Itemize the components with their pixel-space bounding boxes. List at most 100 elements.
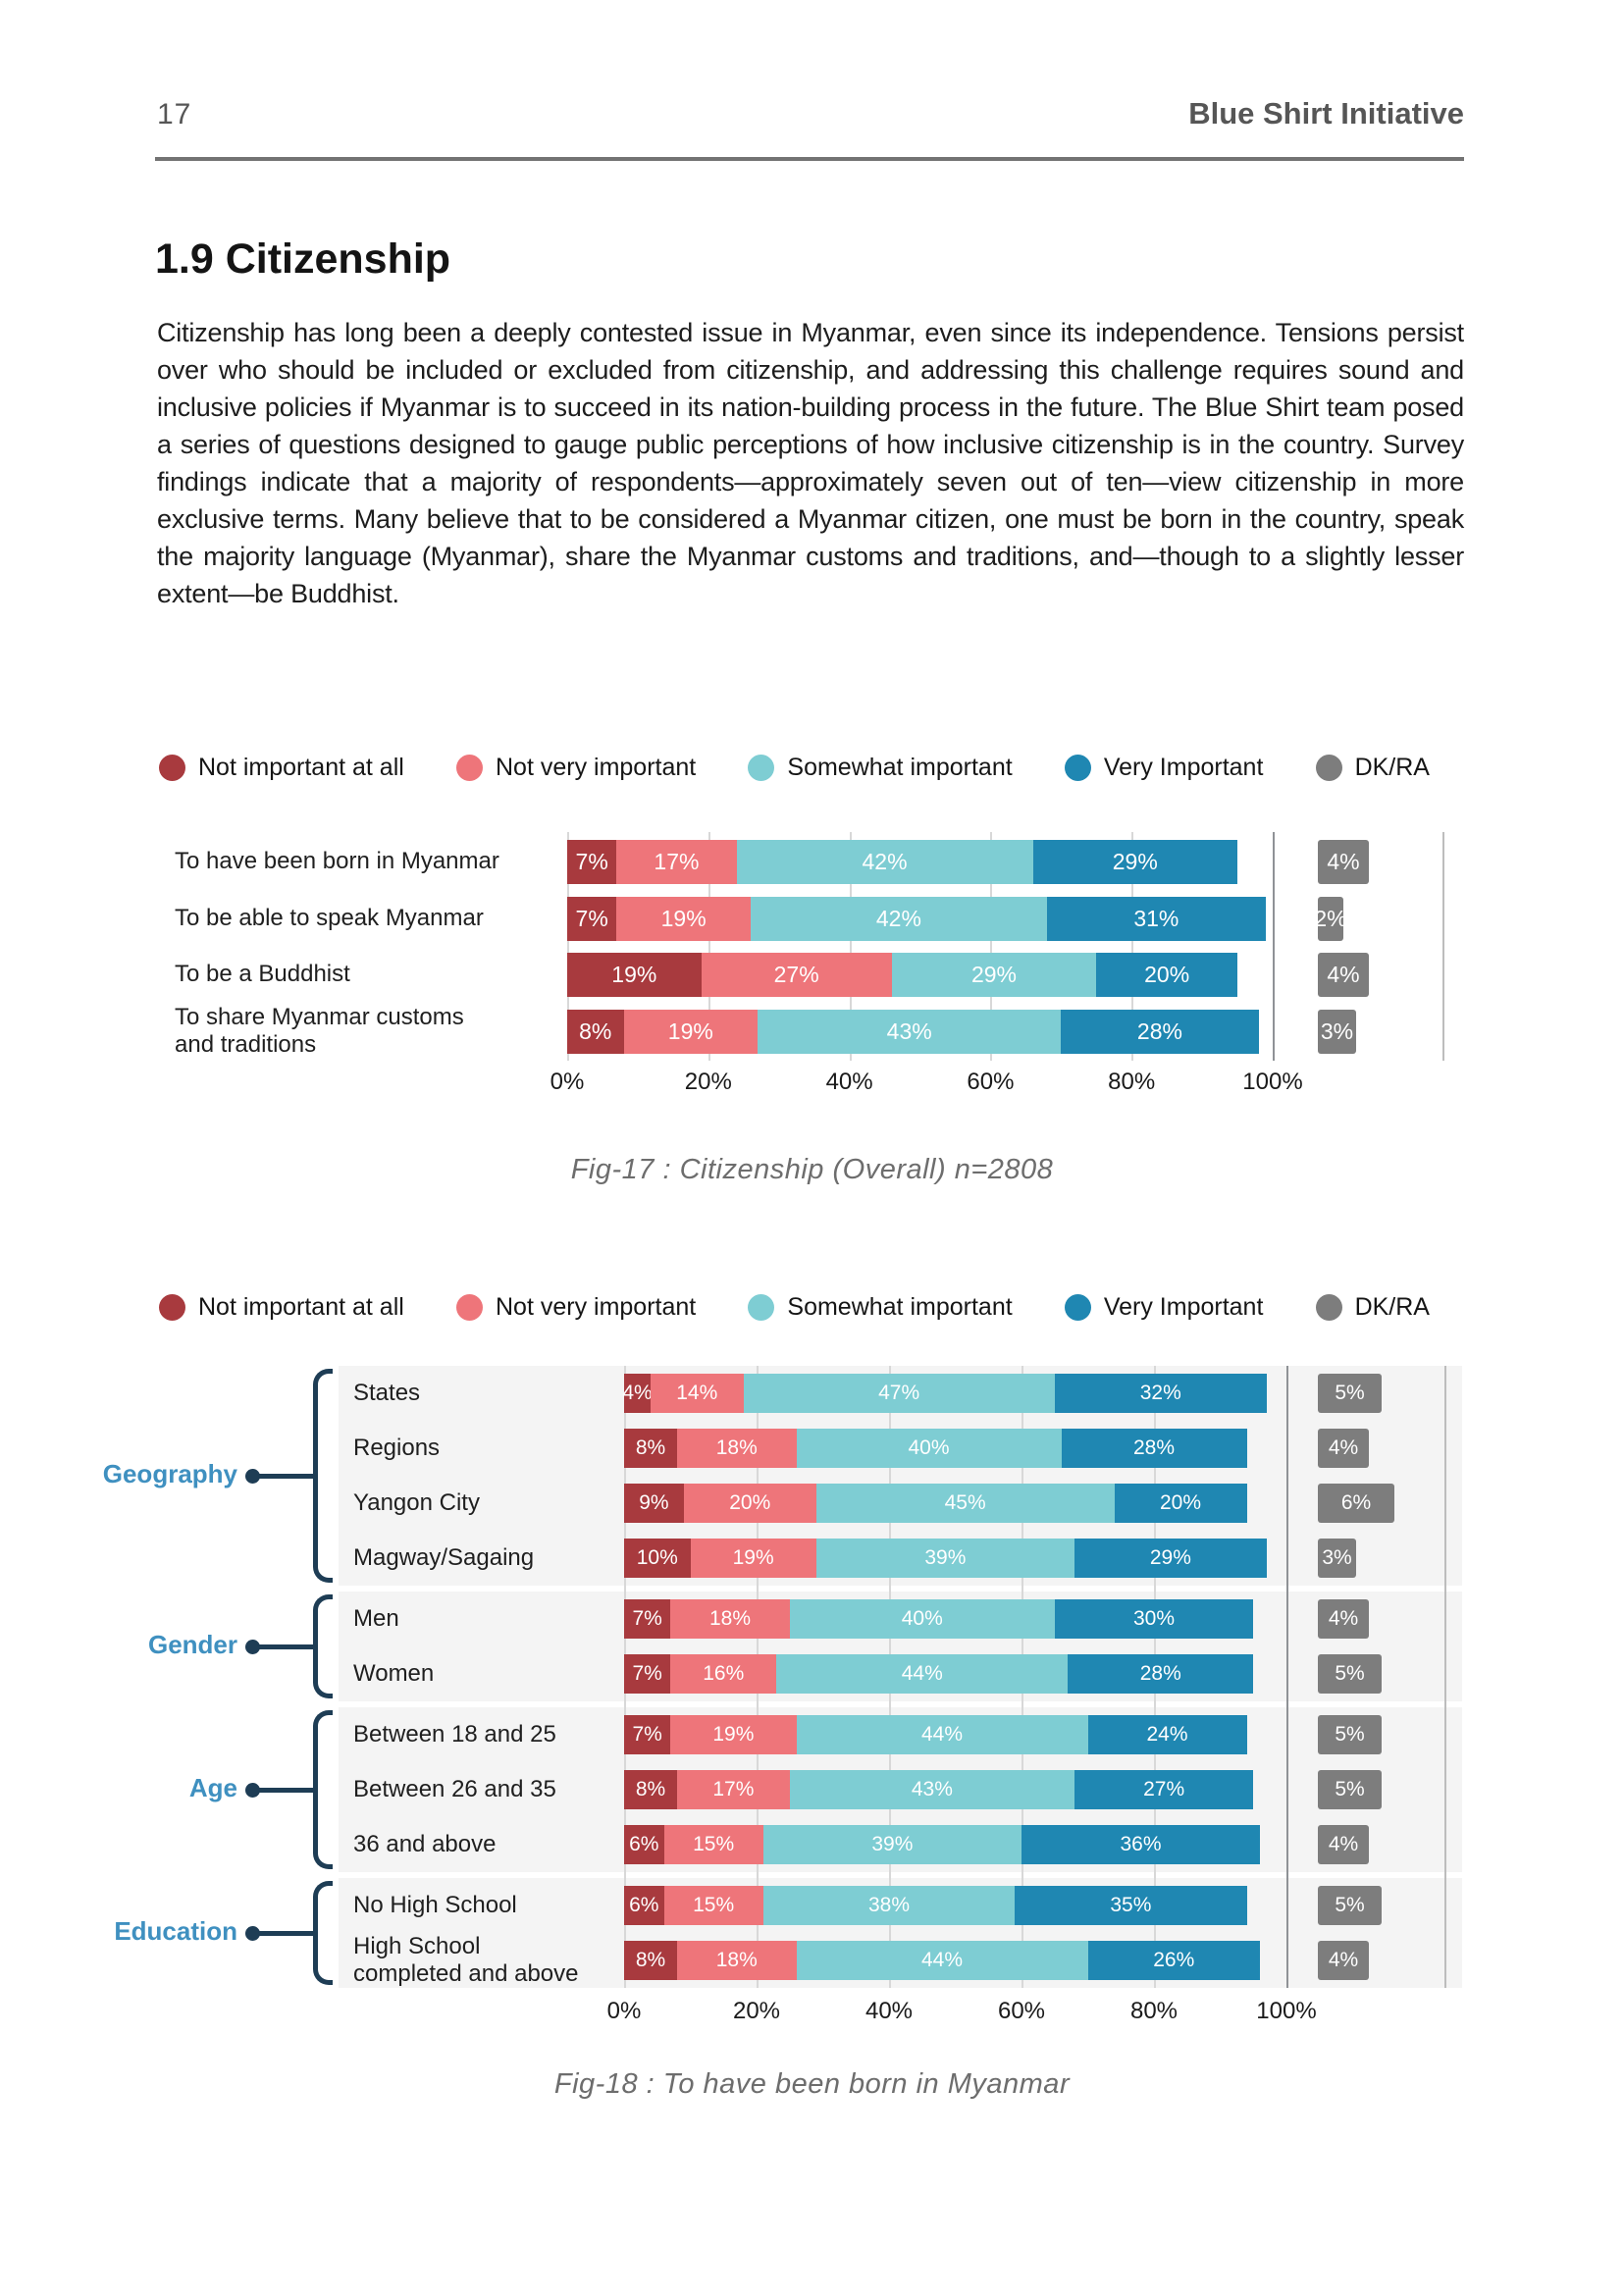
bar-segment-somewhat-important: 45% bbox=[815, 1484, 1115, 1523]
axis-tick-20%: 20% bbox=[732, 1998, 781, 2024]
fig18-caption: Fig-18 : To have been born in Myanmar bbox=[553, 2068, 1071, 2100]
legend-swatch-icon bbox=[1064, 755, 1091, 781]
dk-ra-bar: 3% bbox=[1318, 1009, 1356, 1054]
group-bracket bbox=[313, 1594, 333, 1698]
legend-item-0: Not important at all bbox=[159, 1293, 404, 1322]
gridline-100% bbox=[1273, 832, 1275, 1061]
bar-segment-not-very-important: 19% bbox=[623, 1009, 759, 1054]
legend-label: Not very important bbox=[495, 1293, 697, 1321]
bar-row: 7% 16% 44% 28% bbox=[624, 1654, 1254, 1694]
group-connector-line bbox=[253, 1644, 314, 1649]
bar-segment-not-very-important: 17% bbox=[616, 840, 737, 884]
bar-segment-somewhat-important: 29% bbox=[891, 953, 1097, 997]
dk-ra-bar: 4% bbox=[1318, 1429, 1369, 1468]
bar-segment-not-important-at-all: 8% bbox=[624, 1429, 677, 1468]
bar-segment-not-important-at-all: 4% bbox=[622, 1374, 653, 1413]
page-number: 17 bbox=[157, 98, 192, 130]
group-connector-dot bbox=[245, 1925, 260, 1941]
bar-segment-somewhat-important: 43% bbox=[789, 1770, 1074, 1809]
bar-row: 10% 19% 39% 29% bbox=[624, 1539, 1267, 1578]
legend-swatch-icon bbox=[1315, 755, 1342, 781]
legend-swatch-icon bbox=[455, 1294, 483, 1321]
bar-segment-very-important: 26% bbox=[1087, 1941, 1260, 1980]
gridline-80% bbox=[1131, 832, 1134, 1061]
gridline-100% bbox=[1286, 1366, 1288, 1988]
group-label-age: Age bbox=[188, 1773, 237, 1802]
bar-segment-not-very-important: 27% bbox=[701, 953, 892, 997]
bar-segment-not-important-at-all: 7% bbox=[567, 896, 617, 941]
bar-row: 7% 19% 44% 24% bbox=[624, 1715, 1247, 1754]
legend-item-3: Very Important bbox=[1064, 1293, 1264, 1322]
dk-ra-bar: 4% bbox=[1318, 1825, 1369, 1864]
bar-segment-not-very-important: 19% bbox=[670, 1715, 797, 1754]
chart-born-in-myanmar-by-demographic: 0% 20% 40% 60% 80% 100% States 4% 14% 47% 32% 5% Reg… bbox=[98, 1366, 1531, 2053]
bar-segment-not-very-important: 18% bbox=[670, 1599, 790, 1639]
legend-demographic-chart: Not important at all Not very important So… bbox=[159, 1293, 1430, 1322]
axis-tick-60%: 60% bbox=[997, 1998, 1046, 2024]
bar-segment-not-important-at-all: 6% bbox=[624, 1825, 664, 1864]
bar-segment-very-important: 24% bbox=[1087, 1715, 1247, 1754]
gridline-0% bbox=[567, 832, 569, 1061]
bar-row: 7% 18% 40% 30% bbox=[624, 1599, 1254, 1639]
legend-label: DK/RA bbox=[1354, 754, 1430, 781]
bar-row: 19% 27% 29% 20% bbox=[567, 953, 1238, 997]
group-connector-line bbox=[253, 1787, 314, 1793]
bar-segment-very-important: 20% bbox=[1114, 1484, 1247, 1523]
legend-swatch-icon bbox=[159, 1294, 185, 1321]
chart-right-edge bbox=[1442, 832, 1444, 1061]
row-label: Between 18 and 25 bbox=[353, 1720, 556, 1748]
chart-right-edge bbox=[1444, 1366, 1446, 1988]
section-title: 1.9 Citizenship bbox=[155, 235, 451, 283]
bar-segment-not-very-important: 17% bbox=[677, 1770, 790, 1809]
bar-segment-not-important-at-all: 19% bbox=[567, 953, 702, 997]
bar-row: 8% 19% 43% 28% bbox=[567, 1009, 1259, 1054]
axis-tick-0%: 0% bbox=[550, 1068, 585, 1095]
bar-segment-not-very-important: 16% bbox=[670, 1654, 777, 1694]
dk-ra-bar: 5% bbox=[1318, 1654, 1382, 1694]
bar-row: 6% 15% 38% 35% bbox=[624, 1886, 1247, 1925]
legend-item-1: Not very important bbox=[455, 754, 697, 782]
bar-segment-not-important-at-all: 9% bbox=[624, 1484, 684, 1523]
legend-item-3: Very Important bbox=[1064, 754, 1263, 782]
legend-item-4: DK/RA bbox=[1315, 1293, 1430, 1322]
bar-segment-somewhat-important: 43% bbox=[758, 1009, 1062, 1054]
bar-segment-somewhat-important: 39% bbox=[762, 1825, 1022, 1864]
row-label: Yangon City bbox=[353, 1488, 480, 1516]
bar-segment-not-important-at-all: 8% bbox=[567, 1009, 624, 1054]
group-bracket bbox=[313, 1881, 333, 1985]
legend-swatch-icon bbox=[1064, 1294, 1091, 1321]
group-connector-line bbox=[253, 1473, 314, 1479]
row-label: Magway/Sagaing bbox=[353, 1543, 535, 1571]
bar-segment-not-important-at-all: 7% bbox=[624, 1654, 671, 1694]
dk-ra-bar: 4% bbox=[1318, 1941, 1369, 1980]
legend-label: Very Important bbox=[1103, 1293, 1264, 1321]
axis-tick-20%: 20% bbox=[684, 1068, 732, 1095]
gridline-40% bbox=[849, 832, 852, 1061]
bar-row: 9% 20% 45% 20% bbox=[624, 1484, 1247, 1523]
row-label: 36 and above bbox=[353, 1830, 497, 1857]
row-label: Women bbox=[353, 1659, 435, 1687]
group-label-geography: Geography bbox=[102, 1459, 237, 1488]
bar-segment-not-important-at-all: 10% bbox=[624, 1539, 691, 1578]
group-bracket bbox=[313, 1369, 333, 1583]
bar-segment-very-important: 29% bbox=[1074, 1539, 1267, 1578]
bar-segment-somewhat-important: 40% bbox=[796, 1429, 1062, 1468]
bar-segment-somewhat-important: 44% bbox=[776, 1654, 1069, 1694]
bar-segment-not-important-at-all: 7% bbox=[624, 1715, 671, 1754]
legend-item-1: Not very important bbox=[455, 1293, 697, 1322]
legend-label: Not important at all bbox=[198, 1293, 404, 1321]
legend-item-2: Somewhat important bbox=[748, 1293, 1013, 1322]
fig17-caption: Fig-17 : Citizenship (Overall) n=2808 bbox=[570, 1154, 1054, 1185]
bar-segment-somewhat-important: 42% bbox=[736, 840, 1033, 884]
bar-segment-not-very-important: 15% bbox=[663, 1825, 763, 1864]
bar-segment-somewhat-important: 44% bbox=[796, 1715, 1088, 1754]
report-title: Blue Shirt Initiative bbox=[1188, 96, 1464, 130]
row-label: To be able to speak Myanmar bbox=[175, 904, 484, 931]
bar-segment-very-important: 30% bbox=[1054, 1599, 1254, 1639]
dk-ra-bar: 4% bbox=[1318, 1599, 1369, 1639]
legend-swatch-icon bbox=[159, 755, 185, 781]
legend-label: Not very important bbox=[495, 754, 697, 781]
axis-tick-80%: 80% bbox=[1129, 1998, 1179, 2024]
bar-row: 7% 19% 42% 31% bbox=[567, 896, 1266, 941]
